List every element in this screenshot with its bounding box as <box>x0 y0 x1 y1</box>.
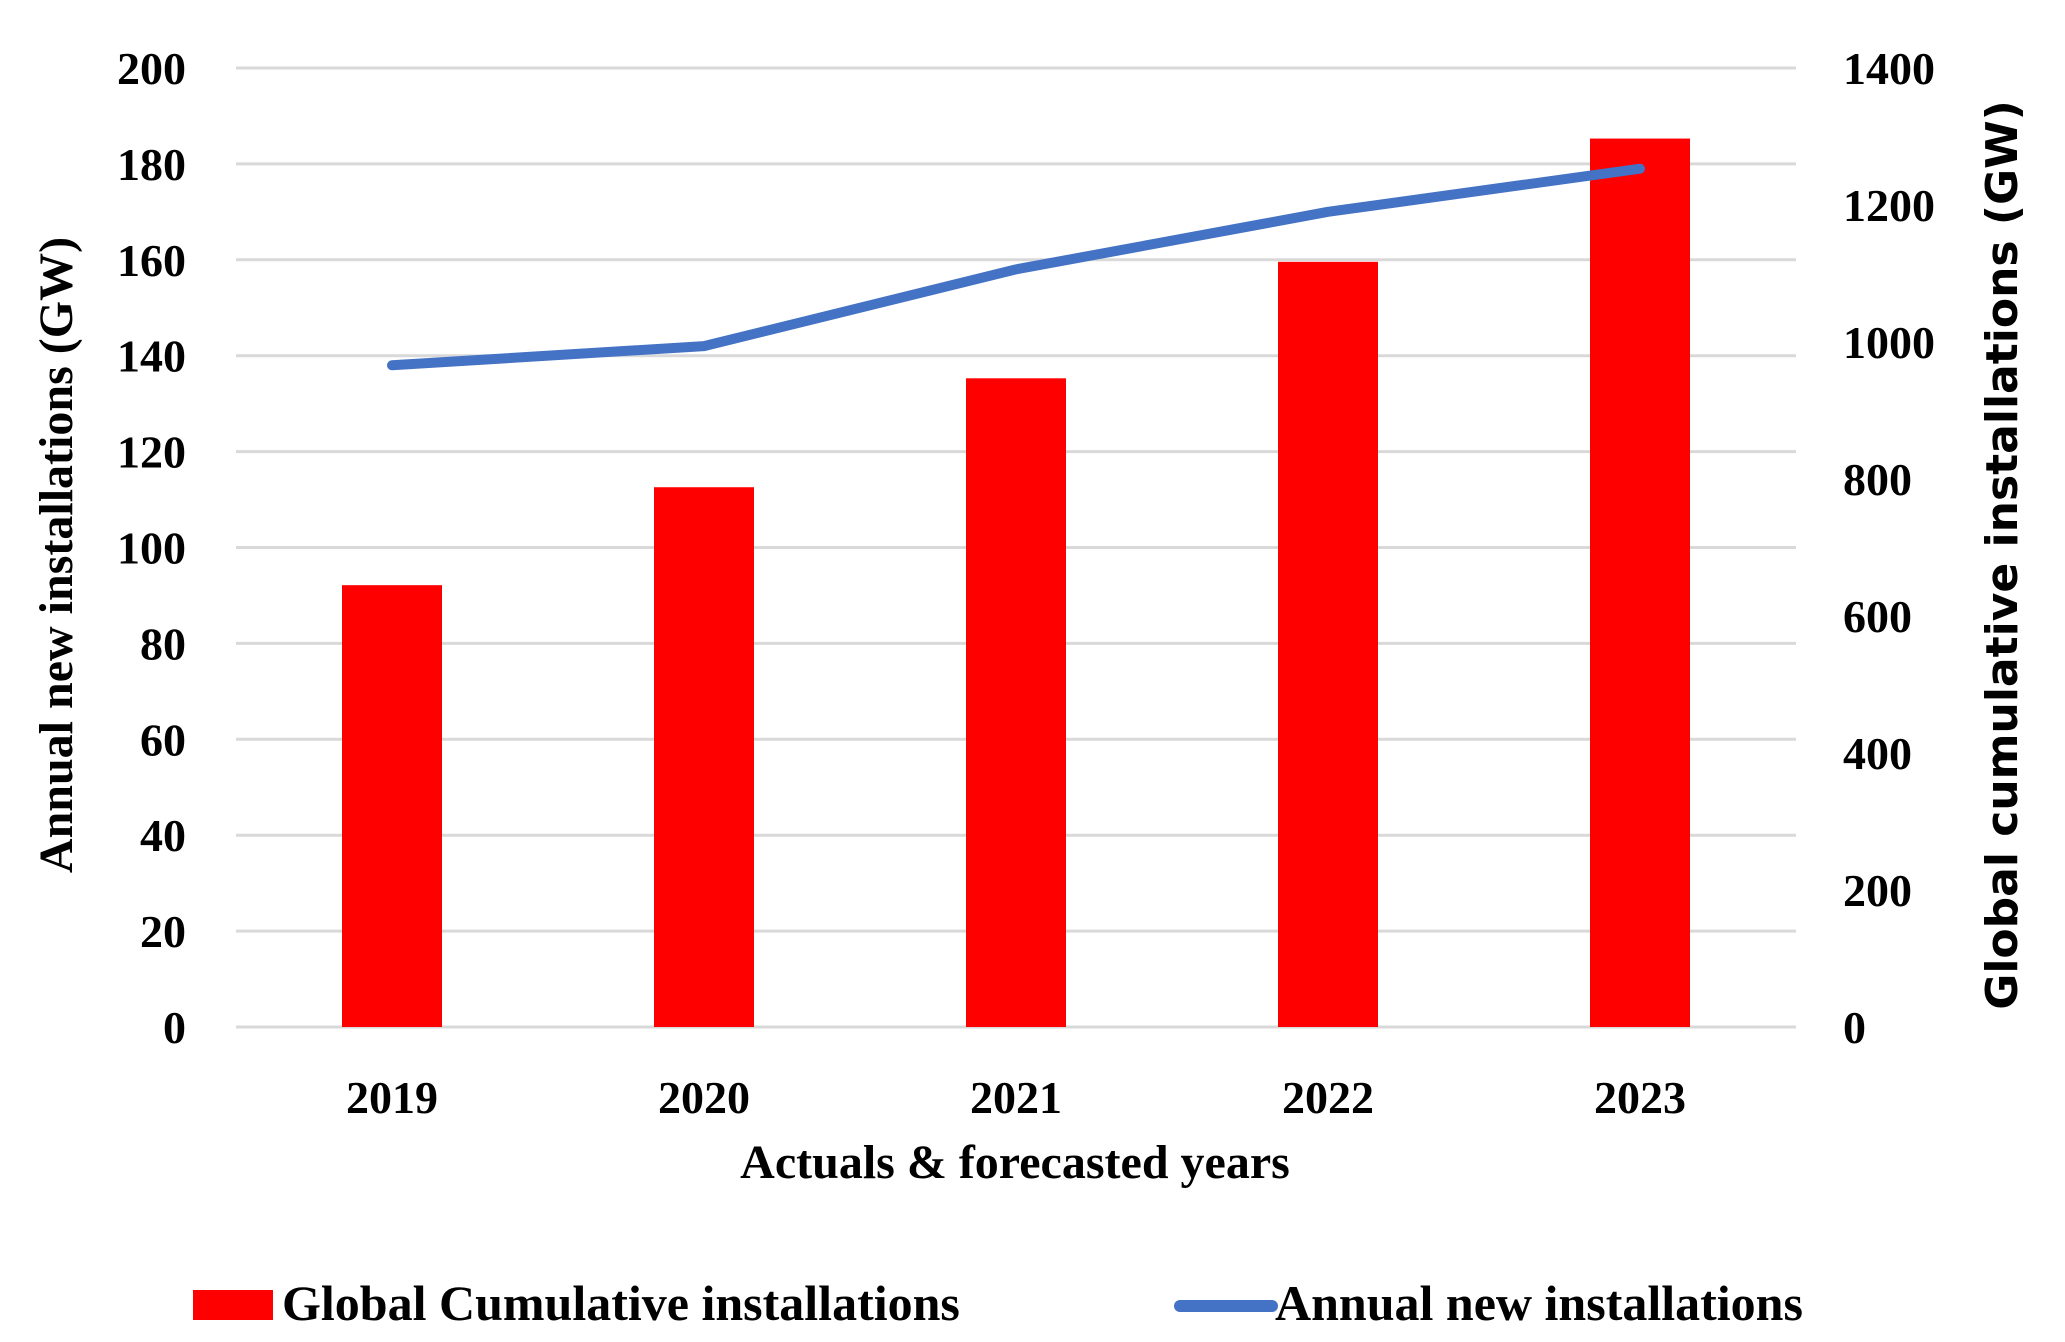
x-tick-label: 2023 <box>1594 1072 1686 1123</box>
bar-2020 <box>654 487 754 1028</box>
left-tick-label: 100 <box>117 523 186 574</box>
right-tick-label: 400 <box>1843 728 1912 779</box>
left-tick-label: 120 <box>117 427 186 478</box>
legend-label-annual: Annual new installations <box>1275 1275 1803 1331</box>
left-tick-label: 180 <box>117 139 186 190</box>
left-axis-ticks: 0 20 40 60 80 100 120 140 160 180 200 <box>117 43 186 1053</box>
bar-2021 <box>966 378 1066 1027</box>
left-tick-label: 160 <box>117 235 186 286</box>
line-point-2021 <box>1015 268 1017 271</box>
x-axis-ticks: 2019 2020 2021 2022 2023 <box>346 1072 1686 1123</box>
line-point-2019 <box>391 364 393 367</box>
x-tick-label: 2020 <box>658 1072 750 1123</box>
annual-installations-line <box>387 163 1645 371</box>
legend: Global Cumulative installations Annual n… <box>193 1275 1803 1331</box>
right-axis-ticks: 0 200 400 600 800 1000 1200 1400 <box>1843 43 1935 1053</box>
line-series <box>387 163 1645 371</box>
right-tick-label: 1000 <box>1843 317 1935 368</box>
left-tick-label: 40 <box>140 810 186 861</box>
x-tick-label: 2019 <box>346 1072 438 1123</box>
x-tick-label: 2021 <box>970 1072 1062 1123</box>
bar-2023 <box>1590 138 1690 1027</box>
right-tick-label: 0 <box>1843 1002 1866 1053</box>
line-point-2022 <box>1327 210 1329 213</box>
left-tick-label: 20 <box>140 906 186 957</box>
left-tick-label: 0 <box>163 1002 186 1053</box>
right-tick-label: 800 <box>1843 454 1912 505</box>
right-tick-label: 200 <box>1843 865 1912 916</box>
bar-2022 <box>1278 261 1378 1028</box>
left-tick-label: 200 <box>117 43 186 94</box>
left-tick-label: 60 <box>140 714 186 765</box>
left-axis-label: Annual new installations (GW) <box>30 237 83 873</box>
left-tick-label: 140 <box>117 331 186 382</box>
legend-bar-swatch <box>193 1290 273 1320</box>
legend-label-cumulative: Global Cumulative installations <box>282 1275 960 1331</box>
right-axis-label: Global cumulative installations (GW) <box>1977 100 2028 1010</box>
x-tick-label: 2022 <box>1282 1072 1374 1123</box>
right-tick-label: 600 <box>1843 591 1912 642</box>
bar-series <box>342 138 1690 1028</box>
line-point-2023 <box>1639 167 1641 170</box>
x-axis-label: Actuals & forecasted years <box>740 1136 1290 1189</box>
left-tick-label: 80 <box>140 618 186 669</box>
line-point-2020 <box>703 345 705 348</box>
right-tick-label: 1200 <box>1843 180 1935 231</box>
right-tick-label: 1400 <box>1843 43 1935 94</box>
bar-2019 <box>342 585 442 1027</box>
